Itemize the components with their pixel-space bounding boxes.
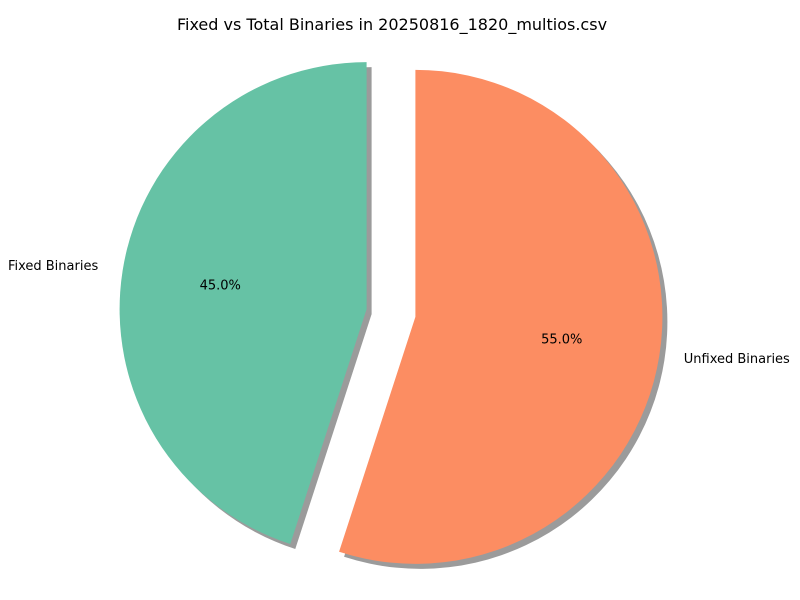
slice-percent-fixed-binaries: 45.0% bbox=[200, 278, 241, 293]
slice-label-unfixed-binaries: Unfixed Binaries bbox=[684, 352, 790, 367]
pie-slices bbox=[119, 62, 663, 564]
slice-unfixed-binaries bbox=[339, 69, 663, 564]
pie-labels: Fixed Binaries 45.0% Unfixed Binaries 55.0% bbox=[8, 259, 790, 367]
slice-fixed-binaries bbox=[119, 62, 367, 545]
slice-label-fixed-binaries: Fixed Binaries bbox=[8, 259, 99, 274]
chart-title: Fixed vs Total Binaries in 20250816_1820… bbox=[177, 15, 607, 35]
slice-percent-unfixed-binaries: 55.0% bbox=[541, 333, 582, 348]
